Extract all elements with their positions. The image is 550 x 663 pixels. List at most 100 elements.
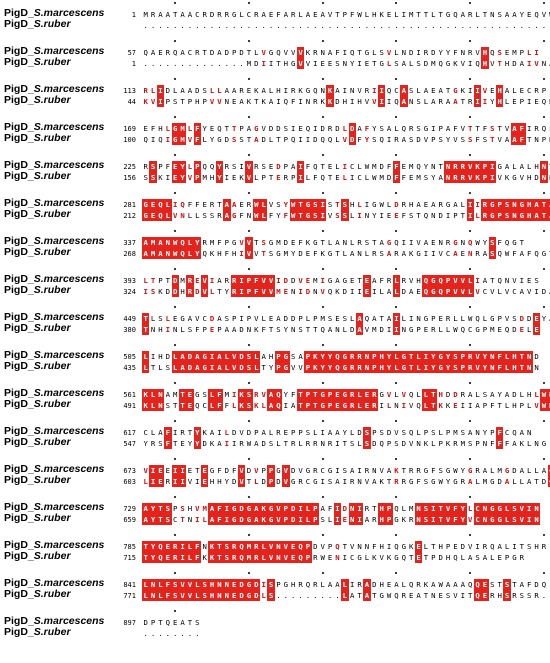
- position-markers: [142, 458, 546, 464]
- position-marker-dot: [469, 344, 472, 346]
- position-marker-dot: [395, 344, 398, 346]
- sequence-name-prefix: PigD_: [4, 360, 34, 372]
- position-marker-dot: [321, 458, 324, 460]
- start-position: 729: [123, 505, 136, 513]
- position-marker-dot: [469, 154, 472, 156]
- start-position: 673: [123, 467, 136, 475]
- position-marker-dot: [469, 382, 472, 384]
- position-marker-dot: [174, 496, 177, 498]
- position-marker-dot: [469, 534, 472, 536]
- alignment-block: PigD_S.marcescens 673 V I E E I I E T E G F D F V D V P P G V…: [0, 458, 550, 496]
- sequence-species: S.marcescens: [33, 615, 105, 627]
- sequence-species: S.marcescens: [33, 45, 105, 57]
- position-marker-dot: [174, 420, 177, 422]
- position-marker-dot: [543, 192, 546, 194]
- position-marker-dot: [469, 192, 472, 194]
- position-marker-dot: [247, 78, 250, 80]
- start-position: 561: [123, 391, 136, 399]
- position-marker-dot: [543, 458, 546, 460]
- position-marker-dot: [395, 534, 398, 536]
- sequence-name-a: PigD_S.marcescens: [4, 45, 104, 57]
- start-position: 1: [131, 11, 136, 19]
- alignment-block: PigD_S.marcescens 337 A M A N W Q L Y R M F P G V V T S G M D…: [0, 230, 550, 268]
- position-marker-dot: [543, 230, 546, 232]
- start-position: 715: [123, 554, 136, 562]
- position-marker-dot: [321, 306, 324, 308]
- sequence-species: S.marcescens: [33, 197, 105, 209]
- sequence-name-prefix: PigD_: [4, 208, 34, 220]
- sequence-name-b: PigD_S.ruber: [4, 56, 71, 68]
- position-marker-dot: [321, 344, 324, 346]
- sequence-name-prefix: PigD_: [4, 436, 34, 448]
- position-markers: [142, 154, 546, 160]
- sequence-name-prefix: PigD_: [4, 7, 34, 19]
- position-marker-dot: [543, 572, 546, 574]
- sequence-name-a: PigD_S.marcescens: [4, 539, 104, 551]
- position-marker-dot: [543, 78, 546, 80]
- sequence-species: S.ruber: [33, 18, 71, 30]
- position-marker-dot: [247, 572, 250, 574]
- position-marker-dot: [247, 458, 250, 460]
- sequence-species: S.ruber: [33, 626, 71, 638]
- start-position: 785: [123, 543, 136, 551]
- sequence-species: S.ruber: [33, 284, 71, 296]
- start-position: 113: [123, 87, 136, 95]
- sequence-name-b: PigD_S.ruber: [4, 132, 71, 144]
- position-marker-dot: [247, 2, 250, 4]
- sequence-name-prefix: PigD_: [4, 284, 34, 296]
- position-marker-dot: [395, 154, 398, 156]
- start-position: 393: [123, 277, 136, 285]
- start-position: 57: [127, 49, 136, 57]
- position-marker-dot: [247, 382, 250, 384]
- sequence-name-prefix: PigD_: [4, 387, 34, 399]
- sequence-name-b: PigD_S.ruber: [4, 360, 71, 372]
- alignment-block: PigD_S.marcescens 225 R S P F E Y L P Q Q Y R S I V R S E D P…: [0, 154, 550, 192]
- position-marker-dot: [321, 230, 324, 232]
- sequence-name-a: PigD_S.marcescens: [4, 501, 104, 513]
- position-marker-dot: [321, 382, 324, 384]
- position-markers: [142, 268, 546, 274]
- sequence-name-b: PigD_S.ruber: [4, 398, 71, 410]
- position-marker-dot: [247, 192, 250, 194]
- sequence-species: S.marcescens: [33, 425, 105, 437]
- position-marker-dot: [174, 154, 177, 156]
- position-marker-dot: [247, 534, 250, 536]
- position-markers: [142, 306, 546, 312]
- sequence-name-prefix: PigD_: [4, 349, 34, 361]
- position-marker-dot: [174, 268, 177, 270]
- position-marker-dot: [174, 2, 177, 4]
- position-marker-dot: [469, 306, 472, 308]
- start-position: 212: [123, 212, 136, 220]
- sequence-name-a: PigD_S.marcescens: [4, 463, 104, 475]
- start-position: 897: [123, 619, 136, 627]
- position-marker-dot: [395, 306, 398, 308]
- sequence-name-prefix: PigD_: [4, 235, 34, 247]
- alignment-block: PigD_S.marcescens 113 R L I D L A A D S L L A A R E K A L H I…: [0, 78, 550, 116]
- alignment-block: PigD_S.marcescens 505 L I H D L A D A G I A L V D S L A H P G…: [0, 344, 550, 382]
- position-marker-dot: [174, 192, 177, 194]
- sequence-name-b: PigD_S.ruber: [4, 436, 71, 448]
- alignment-block: PigD_S.marcescens 449 T L S L E G A V C D A S P I P V L E A D…: [0, 306, 550, 344]
- position-marker-dot: [469, 116, 472, 118]
- sequence-name-prefix: PigD_: [4, 588, 34, 600]
- position-marker-dot: [247, 268, 250, 270]
- position-marker-dot: [247, 344, 250, 346]
- position-marker-dot: [395, 572, 398, 574]
- sequence-name-prefix: PigD_: [4, 311, 34, 323]
- sequence-name-a: PigD_S.marcescens: [4, 83, 104, 95]
- position-markers: [142, 534, 546, 540]
- position-marker-dot: [395, 496, 398, 498]
- position-marker-dot: [395, 420, 398, 422]
- sequence-name-a: PigD_S.marcescens: [4, 7, 104, 19]
- sequence-name-prefix: PigD_: [4, 56, 34, 68]
